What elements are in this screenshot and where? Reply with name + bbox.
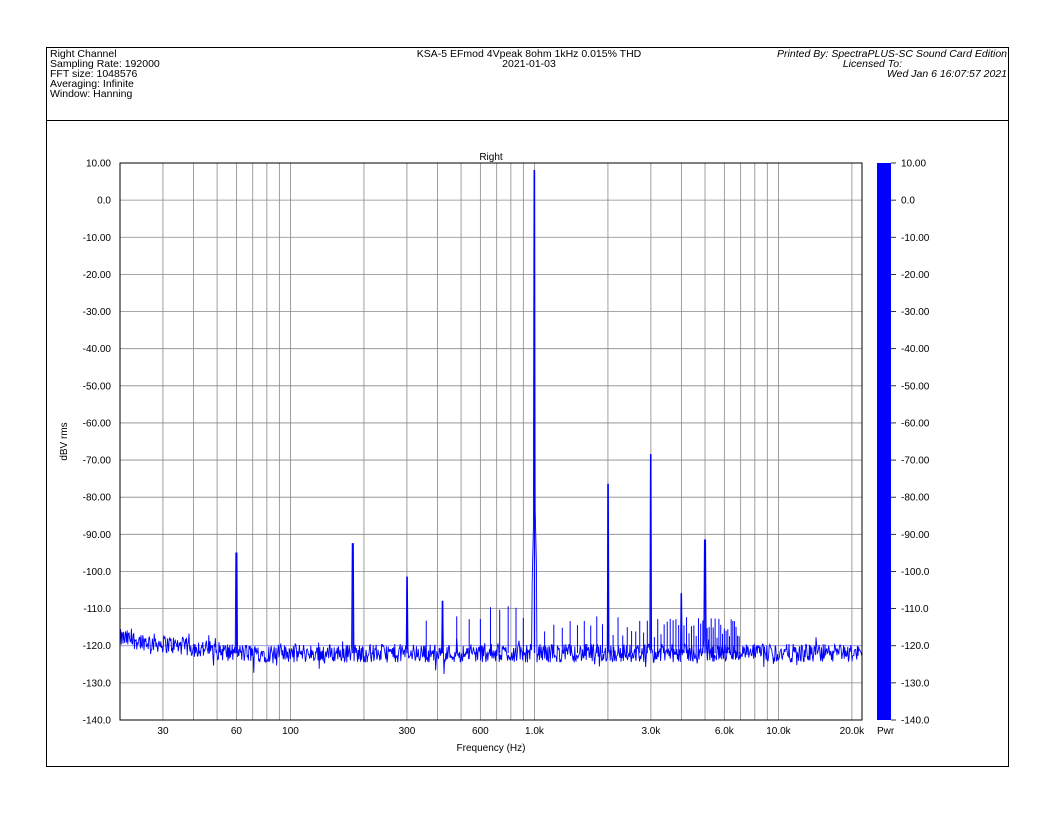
- header-channel: Right Channel: [50, 48, 117, 60]
- colorbar-tick-label: -130.0: [901, 678, 930, 689]
- x-tick-label: 10.0k: [766, 726, 791, 737]
- header-test-title: KSA-5 EFmod 4Vpeak 8ohm 1kHz 0.015% THD: [416, 48, 642, 60]
- y-tick-label: 0.0: [97, 196, 111, 207]
- x-tick-label: 100: [282, 726, 299, 737]
- colorbar-tick-label: -20.00: [901, 270, 930, 281]
- header-averaging: Averaging: Infinite: [50, 78, 134, 90]
- header-fft-size: FFT size: 1048576: [50, 68, 138, 80]
- y-axis-label: dBV rms: [59, 422, 70, 460]
- colorbar-tick-label: -140.0: [901, 716, 930, 727]
- x-tick-label: 30: [157, 726, 169, 737]
- header-licensed-to: Licensed To:: [842, 58, 902, 70]
- plot-border: [119, 162, 863, 721]
- report-frame: [46, 47, 1009, 767]
- colorbar-tick-label: 10.00: [901, 159, 926, 170]
- header-sampling-rate: Sampling Rate: 192000: [50, 58, 160, 70]
- y-tick-label: -30.00: [83, 307, 112, 318]
- header-center-info: KSA-5 EFmod 4Vpeak 8ohm 1kHz 0.015% THD …: [349, 48, 709, 70]
- colorbar-tick-label: -80.00: [901, 493, 930, 504]
- colorbar-gradient: [877, 163, 891, 720]
- header-printed-by: Printed By: SpectraPLUS-SC Sound Card Ed…: [777, 48, 1007, 60]
- tick-layer: 10.00 0.0 -10.00 -20.00 -30.00 -40.00 -50.00 -6…: [83, 159, 865, 738]
- colorbar-tick-label: -30.00: [901, 307, 930, 318]
- y-tick-label: -130.0: [83, 678, 112, 689]
- colorbar-tick-label: 0.0: [901, 196, 915, 207]
- x-axis-label: Frequency (Hz): [457, 743, 526, 754]
- y-tick-label: -100.0: [83, 567, 112, 578]
- y-tick-label: -70.00: [83, 456, 112, 467]
- y-tick-label: -80.00: [83, 493, 112, 504]
- y-tick-label: 10.00: [86, 159, 111, 170]
- x-tick-label: 1.0k: [525, 726, 545, 737]
- spectrum-trace: [119, 169, 863, 675]
- header-divider: [46, 120, 1009, 121]
- header-left-info: Right Channel Sampling Rate: 192000 FFT …: [50, 48, 160, 100]
- y-tick-label: -110.0: [83, 604, 111, 615]
- x-tick-label: 6.0k: [715, 726, 735, 737]
- x-tick-label: 20.0k: [840, 726, 865, 737]
- colorbar-tick-label: -50.00: [901, 381, 930, 392]
- x-tick-label: 3.0k: [641, 726, 661, 737]
- y-tick-label: -50.00: [83, 381, 112, 392]
- header-print-date: Wed Jan 6 16:07:57 2021: [886, 68, 1007, 80]
- y-tick-label: -60.00: [83, 418, 112, 429]
- y-tick-label: -10.00: [83, 233, 112, 244]
- colorbar-tick-label: -110.0: [901, 604, 929, 615]
- colorbar-tick-label: -100.0: [901, 567, 930, 578]
- trace-layer: [119, 169, 863, 675]
- x-tick-label: 60: [231, 726, 243, 737]
- y-tick-label: -20.00: [83, 270, 112, 281]
- x-tick-label: 300: [399, 726, 416, 737]
- y-tick-label: -40.00: [83, 344, 112, 355]
- colorbar-tick-label: -120.0: [901, 641, 930, 652]
- grid-layer: [120, 162, 862, 721]
- colorbar: 10.00 0.0 -10.00 -20.00 -30.00 -40.00 -50.00 -6…: [877, 159, 930, 737]
- header-test-date: 2021-01-03: [502, 58, 556, 70]
- y-tick-label: -120.0: [83, 641, 112, 652]
- colorbar-tick-label: -70.00: [901, 456, 930, 467]
- colorbar-tick-label: -60.00: [901, 418, 930, 429]
- colorbar-tick-label: -90.00: [901, 530, 930, 541]
- header-right-info: Printed By: SpectraPLUS-SC Sound Card Ed…: [777, 48, 1007, 80]
- colorbar-tick-label: -40.00: [901, 344, 930, 355]
- y-tick-label: -140.0: [83, 716, 112, 727]
- chart-title: Right: [479, 152, 503, 163]
- colorbar-tick-label: -10.00: [901, 233, 930, 244]
- colorbar-label: Pwr: [877, 726, 895, 737]
- header-window: Window: Hanning: [50, 88, 133, 100]
- y-tick-label: -90.00: [83, 530, 112, 541]
- x-tick-label: 600: [472, 726, 489, 737]
